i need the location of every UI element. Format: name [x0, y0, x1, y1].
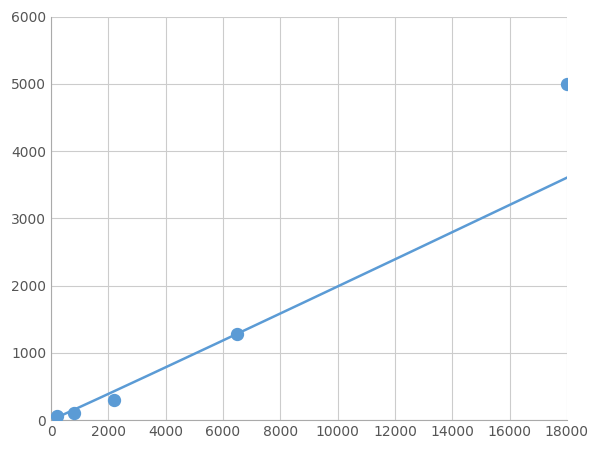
- Point: [52, 412, 62, 419]
- Point: [233, 331, 242, 338]
- Point: [109, 396, 119, 404]
- Point: [562, 80, 572, 87]
- Point: [69, 410, 79, 417]
